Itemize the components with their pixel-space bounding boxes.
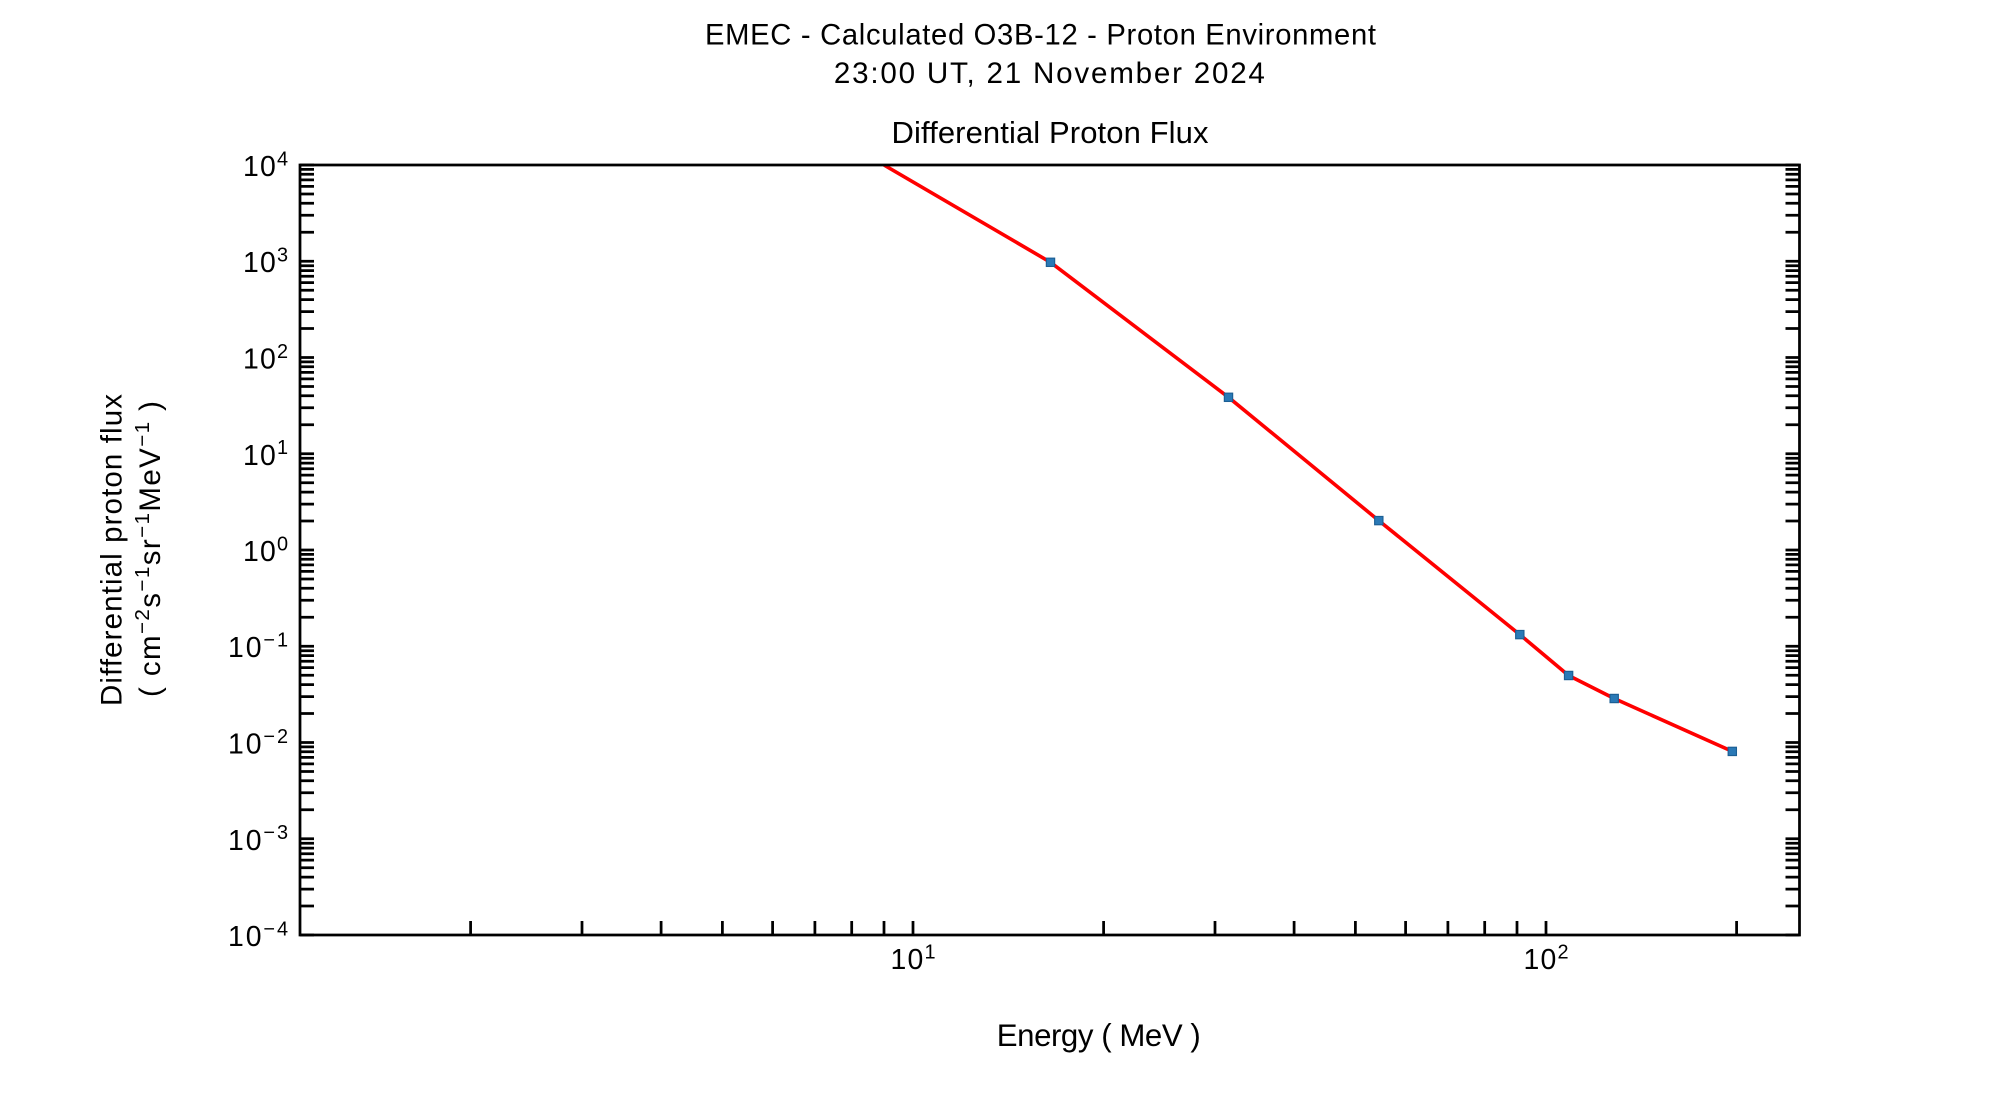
svg-text:EMEC - Calculated O3B-12 - Pro: EMEC - Calculated O3B-12 - Proton Enviro… (705, 20, 1376, 52)
svg-text:Differential proton flux: Differential proton flux (96, 394, 129, 706)
svg-text:( cm−2s−1sr−1MeV−1 ): ( cm−2s−1sr−1MeV−1 ) (131, 401, 167, 697)
svg-text:104: 104 (243, 148, 288, 183)
svg-text:23:00 UT, 21 November 2024: 23:00 UT, 21 November 2024 (834, 57, 1265, 90)
svg-text:101: 101 (243, 437, 288, 472)
svg-text:Energy ( MeV ): Energy ( MeV ) (997, 1018, 1201, 1053)
svg-text:Differential Proton Flux: Differential Proton Flux (892, 115, 1210, 150)
